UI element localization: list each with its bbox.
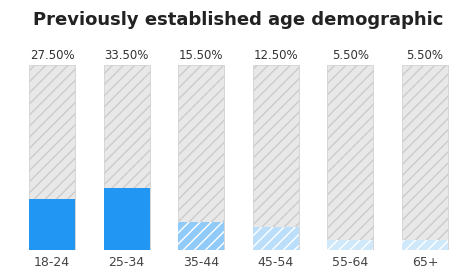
Title: Previously established age demographic: Previously established age demographic: [33, 11, 443, 29]
Bar: [327, 240, 373, 250]
Bar: [401, 240, 447, 250]
Bar: [29, 65, 75, 250]
Bar: [252, 65, 298, 250]
Text: 5.50%: 5.50%: [331, 49, 368, 62]
Bar: [103, 188, 149, 250]
Bar: [252, 227, 298, 250]
Text: 5.50%: 5.50%: [406, 49, 443, 62]
Bar: [327, 65, 373, 250]
Bar: [252, 227, 298, 250]
Bar: [178, 221, 224, 250]
Bar: [327, 240, 373, 250]
Bar: [178, 65, 224, 250]
Text: 27.50%: 27.50%: [30, 49, 74, 62]
Bar: [103, 65, 149, 250]
Bar: [178, 221, 224, 250]
Bar: [401, 240, 447, 250]
Bar: [29, 199, 75, 250]
Text: 12.50%: 12.50%: [253, 49, 298, 62]
Text: 15.50%: 15.50%: [178, 49, 223, 62]
Bar: [401, 65, 447, 250]
Text: 33.50%: 33.50%: [104, 49, 149, 62]
